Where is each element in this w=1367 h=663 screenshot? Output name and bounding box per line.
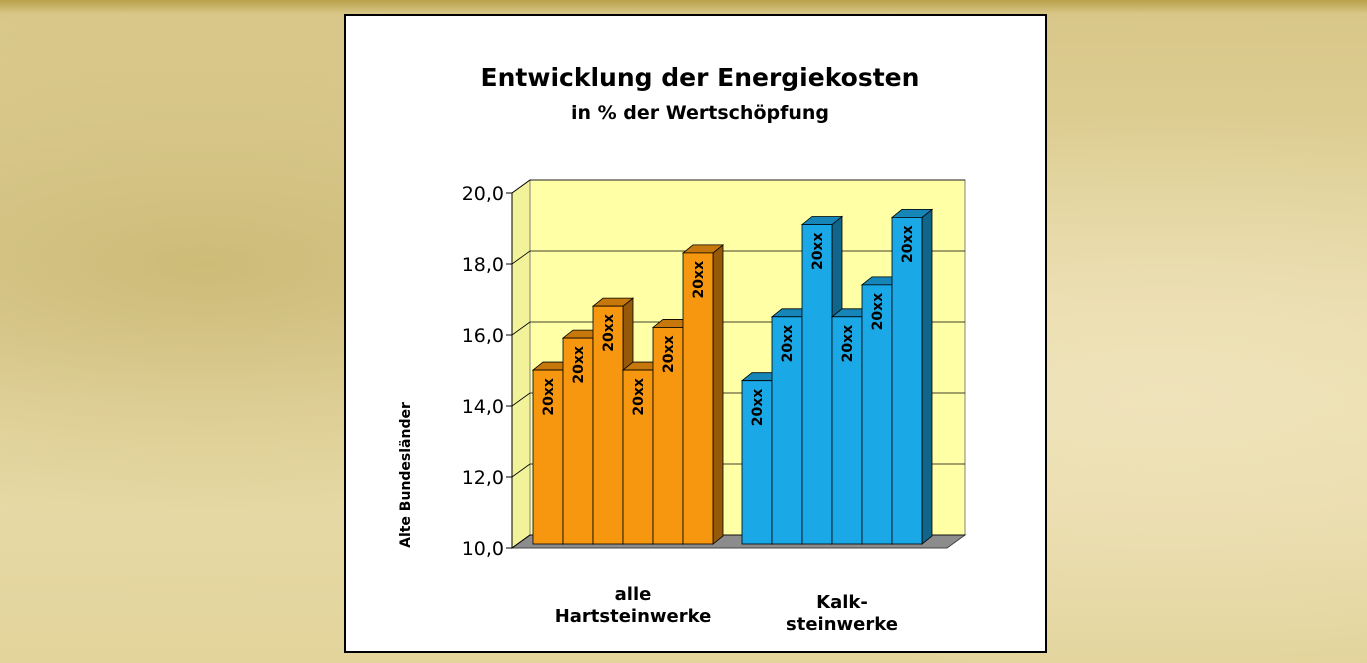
x-tick-label: Hartsteinwerke	[555, 606, 712, 627]
chart-subtitle: in % der Wertschöpfung	[571, 102, 829, 124]
bar	[802, 225, 832, 545]
bar-label: 20xx	[810, 233, 826, 271]
bar-label: 20xx	[750, 389, 766, 427]
page: {"chart_data": {"type": "bar3d", "title"…	[0, 0, 1367, 663]
x-tick-label: alle	[615, 584, 652, 605]
bar-label: 20xx	[900, 225, 916, 263]
y-tick-label: 10,0	[462, 538, 504, 560]
bar-label: 20xx	[780, 325, 796, 363]
bar-label: 20xx	[870, 293, 886, 331]
bar-label: 20xx	[601, 314, 617, 352]
bar-label: 20xx	[661, 335, 677, 373]
bar-label: 20xx	[571, 346, 587, 384]
bar	[892, 217, 922, 544]
x-tick-label: Kalk-	[816, 592, 868, 613]
bar-label: 20xx	[840, 325, 856, 363]
y-axis-title: Alte Bundesländer	[398, 402, 414, 548]
y-tick-label: 12,0	[462, 467, 504, 489]
bar-side	[713, 245, 723, 544]
chart: Entwicklung der Energiekosten in % der W…	[0, 0, 1367, 663]
x-tick-label: steinwerke	[786, 614, 898, 635]
y-tick-label: 14,0	[462, 396, 504, 418]
side-wall	[512, 180, 530, 548]
y-tick-label: 16,0	[462, 325, 504, 347]
y-tick-label: 18,0	[462, 254, 504, 276]
chart-title: Entwicklung der Energiekosten	[481, 63, 920, 92]
bar-label: 20xx	[631, 378, 647, 416]
bar-label: 20xx	[691, 261, 707, 299]
bar-side	[922, 209, 932, 544]
y-tick-label: 20,0	[462, 183, 504, 205]
bar-label: 20xx	[541, 378, 557, 416]
